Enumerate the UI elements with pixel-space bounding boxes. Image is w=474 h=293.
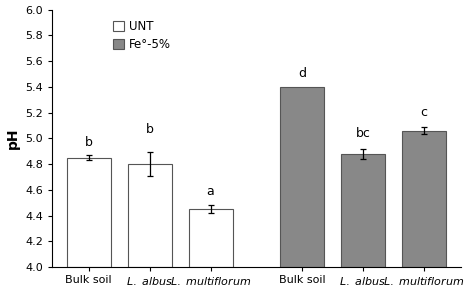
Y-axis label: pH: pH (6, 127, 19, 149)
Bar (67, 158, 110, 267)
Bar (128, 164, 172, 267)
Legend: UNT, Fe°-5%: UNT, Fe°-5% (111, 18, 173, 54)
Text: a: a (207, 185, 214, 197)
Bar (402, 131, 446, 267)
Bar (189, 209, 233, 267)
Text: c: c (420, 106, 428, 119)
Text: b: b (85, 136, 92, 149)
Bar (341, 154, 385, 267)
Text: d: d (298, 67, 306, 80)
Text: b: b (146, 123, 154, 136)
Bar (280, 87, 324, 267)
Text: bc: bc (356, 127, 371, 140)
